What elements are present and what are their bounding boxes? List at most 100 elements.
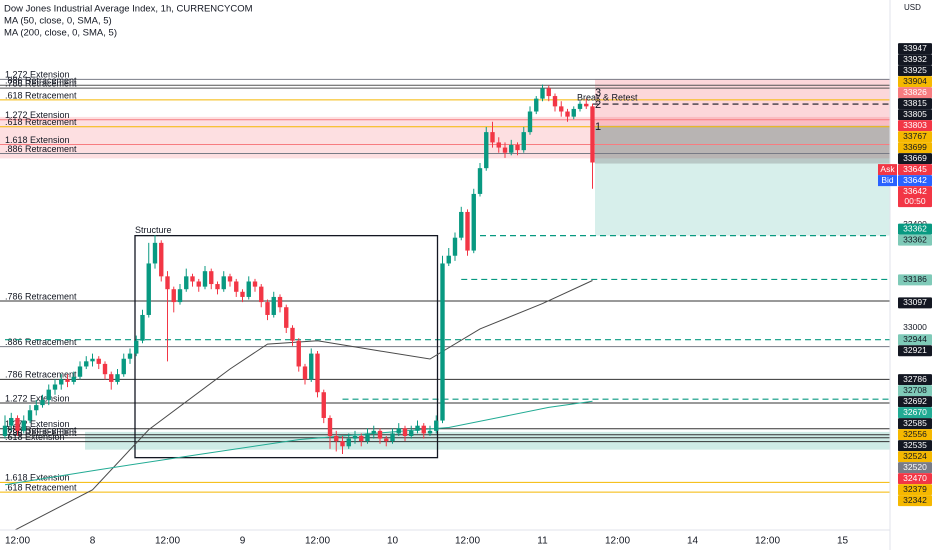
price-tag bbox=[898, 385, 932, 397]
price-tag-label: 32944 bbox=[903, 334, 927, 344]
price-tag bbox=[898, 164, 932, 176]
price-tag bbox=[898, 43, 932, 55]
price-tag bbox=[898, 153, 932, 165]
candle-body bbox=[484, 132, 489, 169]
candle-body bbox=[52, 384, 58, 390]
price-tag-label: 32524 bbox=[903, 451, 927, 461]
candle-body bbox=[302, 366, 308, 380]
x-tick-label: 11 bbox=[537, 536, 548, 547]
candle-body bbox=[215, 284, 220, 290]
candle-body bbox=[290, 327, 295, 341]
plot-area: 1.272 Extension.886 Retracement.786 Retr… bbox=[0, 70, 890, 530]
candle-body bbox=[265, 302, 270, 315]
price-tag-side-label: Bid bbox=[881, 175, 894, 185]
candle-body bbox=[77, 366, 83, 377]
candle-body bbox=[409, 430, 414, 437]
candle-body bbox=[184, 276, 189, 290]
candle-body bbox=[515, 144, 520, 151]
annotation: 2 bbox=[595, 99, 601, 111]
price-tag bbox=[898, 418, 932, 430]
candle-body bbox=[427, 430, 433, 434]
price-tag-label: 33669 bbox=[903, 153, 927, 163]
candle-body bbox=[202, 271, 208, 287]
candle-body bbox=[352, 436, 358, 439]
level-label: 1.272 Extension bbox=[5, 393, 70, 403]
x-tick-label: 15 bbox=[837, 536, 849, 547]
price-tag bbox=[898, 462, 932, 474]
x-tick-label: 12:00 bbox=[305, 536, 330, 547]
price-tag bbox=[898, 54, 932, 66]
candle-body bbox=[490, 132, 495, 143]
candle-body bbox=[177, 289, 183, 303]
candle-body bbox=[396, 428, 401, 434]
candle-body bbox=[502, 147, 508, 153]
candle-body bbox=[90, 358, 95, 362]
price-tag-label: 33925 bbox=[903, 65, 927, 75]
price-tag bbox=[898, 429, 932, 441]
price-tag-label: 00:50 bbox=[904, 196, 926, 206]
candle-body bbox=[21, 420, 26, 431]
level-label: .886 Retracement bbox=[5, 425, 77, 435]
candle-body bbox=[421, 425, 426, 434]
price-tag-label: 33362 bbox=[903, 234, 927, 244]
x-tick-label: 10 bbox=[387, 536, 399, 547]
candle-body bbox=[377, 430, 383, 439]
annotation: 1 bbox=[595, 121, 601, 133]
candle-body bbox=[321, 392, 326, 418]
price-tag bbox=[898, 334, 932, 346]
price-tag-label: 33932 bbox=[903, 54, 927, 64]
price-tag bbox=[898, 297, 932, 309]
level-label: .786 Retracement bbox=[5, 370, 77, 380]
structure-label: Structure bbox=[135, 225, 172, 235]
candle-body bbox=[340, 441, 345, 447]
level-label: .618 Retracement bbox=[5, 90, 77, 100]
legend-entry: MA (200, close, 0, SMA, 5) bbox=[4, 28, 117, 39]
candle-body bbox=[552, 96, 558, 107]
candle-body bbox=[2, 425, 8, 437]
price-tag-label: 33699 bbox=[903, 142, 927, 152]
level-label: .886 Retracement bbox=[5, 76, 77, 86]
price-tag-label: 32342 bbox=[903, 495, 927, 505]
candle-body bbox=[196, 281, 201, 287]
candle-body bbox=[152, 242, 158, 264]
candle-body bbox=[465, 211, 470, 251]
price-tag bbox=[898, 274, 932, 286]
candle-body bbox=[115, 374, 120, 382]
level-label: 1.618 Extension bbox=[5, 473, 70, 483]
candle-body bbox=[452, 237, 458, 256]
candle-body bbox=[384, 438, 389, 442]
level-label: .786 Retracement bbox=[5, 78, 77, 88]
candle-body bbox=[240, 291, 245, 297]
candle-body bbox=[277, 296, 283, 308]
candle-body bbox=[477, 168, 483, 194]
candle-body bbox=[259, 286, 264, 303]
candle-body bbox=[434, 420, 439, 431]
price-tag-label: 33805 bbox=[903, 109, 927, 119]
price-tag-label: 32520 bbox=[903, 462, 927, 472]
candle-body bbox=[509, 144, 514, 153]
price-tag-label: 32921 bbox=[903, 345, 927, 355]
candle-body bbox=[271, 296, 276, 315]
candle-body bbox=[234, 281, 239, 292]
candle-body bbox=[365, 433, 370, 442]
price-tag bbox=[898, 131, 932, 143]
candle-body bbox=[84, 361, 89, 367]
legend-entry: MA (50, close, 0, SMA, 5) bbox=[4, 16, 112, 27]
candle-body bbox=[46, 389, 51, 400]
price-tag-label: 33767 bbox=[903, 131, 927, 141]
candle-body bbox=[9, 417, 14, 426]
price-tag-label: 32535 bbox=[903, 440, 927, 450]
candle-body bbox=[284, 307, 289, 328]
price-tag-label: 33826 bbox=[903, 87, 927, 97]
price-tag-label: 32786 bbox=[903, 374, 927, 384]
candle-body bbox=[127, 353, 133, 359]
price-tag-label: 32670 bbox=[903, 407, 927, 417]
candle-body bbox=[471, 193, 476, 251]
price-tag-label: 33642 bbox=[903, 186, 927, 196]
price-tag bbox=[898, 484, 932, 496]
candle-body bbox=[571, 108, 576, 117]
price-axis: 3350033400330003394733932339253390433826… bbox=[878, 43, 932, 507]
x-tick-label: 8 bbox=[90, 536, 96, 547]
candle-body bbox=[359, 436, 364, 442]
